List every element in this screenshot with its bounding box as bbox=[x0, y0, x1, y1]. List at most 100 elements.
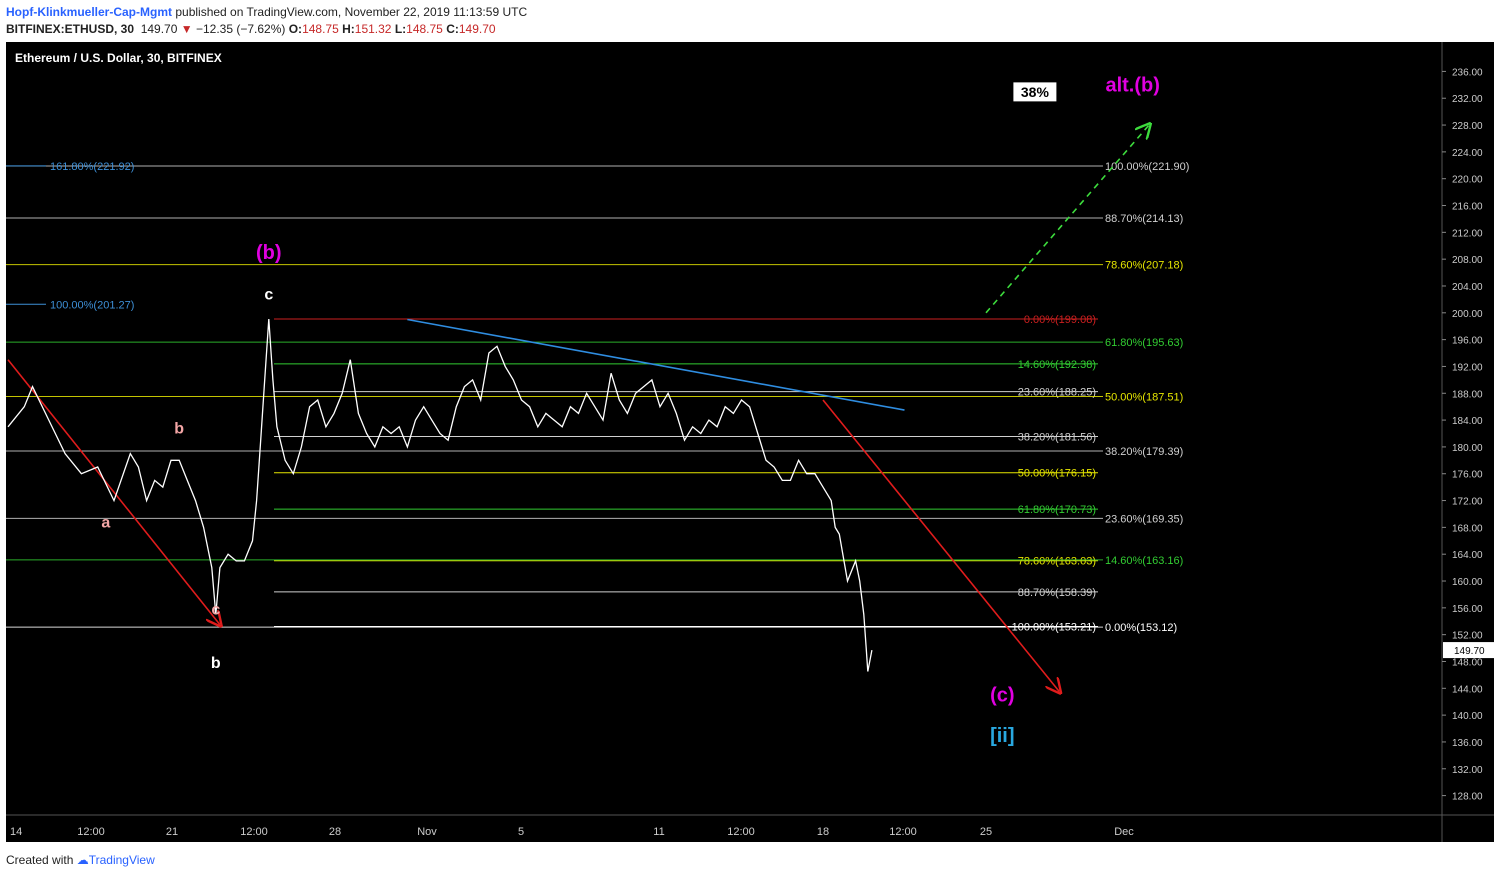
fib-a-level-label: 50.00%(176.15) bbox=[1018, 468, 1096, 480]
fib-b-level-label: 78.60%(207.18) bbox=[1105, 260, 1183, 272]
time-tick-label: 14 bbox=[10, 826, 22, 838]
open-label: O: bbox=[288, 22, 303, 36]
price-tick-label: 168.00 bbox=[1452, 523, 1483, 534]
price-change: −12.35 (−7.62%) bbox=[195, 22, 286, 36]
price-tick-label: 160.00 bbox=[1452, 577, 1483, 588]
trendline-red-down-2[interactable] bbox=[822, 399, 1059, 692]
price-tick-label: 144.00 bbox=[1452, 684, 1483, 695]
price-tick-label: 180.00 bbox=[1452, 443, 1483, 454]
fib-a-level-label: 38.20%(181.56) bbox=[1018, 431, 1096, 443]
time-tick-label: Dec bbox=[1114, 826, 1134, 838]
fib-a-level-label: 78.60%(163.03) bbox=[1018, 556, 1096, 568]
created-with-label: Created with bbox=[6, 853, 74, 867]
price-tick-label: 188.00 bbox=[1452, 389, 1483, 400]
time-tick-label: 5 bbox=[518, 826, 524, 838]
fib-b-level-label: 50.00%(187.51) bbox=[1105, 392, 1183, 404]
wave-label: alt.(b) bbox=[1105, 75, 1159, 97]
tradingview-brand-link[interactable]: TradingView bbox=[88, 853, 155, 867]
fib-a-level-label: 14.60%(192.38) bbox=[1018, 359, 1096, 371]
price-axis-background bbox=[1442, 42, 1494, 815]
wave-label: c bbox=[264, 286, 273, 303]
fib-b-level-label: 0.00%(153.12) bbox=[1105, 622, 1177, 634]
price-tick-label: 196.00 bbox=[1452, 336, 1483, 347]
footer: Created with ☁TradingView bbox=[6, 853, 155, 867]
fib-b-level-label: 38.20%(179.39) bbox=[1105, 446, 1183, 458]
fib-b-level-label: 88.70%(214.13) bbox=[1105, 213, 1183, 225]
open-value: 148.75 bbox=[302, 22, 339, 36]
chart-title: Ethereum / U.S. Dollar, 30, BITFINEX bbox=[15, 51, 222, 65]
fib-a-level-label: 0.00%(199.08) bbox=[1024, 314, 1096, 326]
price-tick-label: 200.00 bbox=[1452, 309, 1483, 320]
down-triangle-icon: ▼ bbox=[180, 22, 193, 36]
price-tick-label: 232.00 bbox=[1452, 94, 1483, 105]
last-price-flag-label: 149.70 bbox=[1454, 646, 1485, 657]
last-price-flag bbox=[1443, 642, 1494, 659]
fib-a-level-label: 23.60%(188.25) bbox=[1018, 387, 1096, 399]
fib-b-level-label: 100.00%(221.90) bbox=[1105, 161, 1189, 173]
time-tick-label: 12:00 bbox=[889, 826, 917, 838]
time-axis-background bbox=[6, 815, 1494, 842]
low-label: L: bbox=[394, 22, 407, 36]
time-tick-label: 18 bbox=[817, 826, 829, 838]
price-tick-label: 128.00 bbox=[1452, 792, 1483, 803]
price-tick-label: 192.00 bbox=[1452, 362, 1483, 373]
time-tick-label: 28 bbox=[329, 826, 341, 838]
trendline-blue-resistance[interactable] bbox=[407, 318, 905, 411]
wave-label: c bbox=[211, 602, 220, 619]
wave-label: b bbox=[174, 421, 184, 438]
publish-info: published on TradingView.com, November 2… bbox=[175, 5, 528, 19]
tradingview-logo-icon: ☁ bbox=[76, 853, 89, 867]
low-value: 148.75 bbox=[406, 22, 443, 36]
last-price: 149.70 bbox=[140, 22, 178, 36]
time-tick-label: 12:00 bbox=[240, 826, 268, 838]
close-value: 149.70 bbox=[458, 22, 496, 36]
time-tick-label: 11 bbox=[653, 826, 664, 838]
price-tick-label: 156.00 bbox=[1452, 604, 1483, 615]
fib-left-level-label: 100.00%(201.27) bbox=[50, 299, 134, 311]
time-tick-label: 12:00 bbox=[727, 826, 755, 838]
price-tick-label: 148.00 bbox=[1452, 657, 1483, 668]
price-tick-label: 204.00 bbox=[1452, 282, 1483, 293]
plot-background bbox=[6, 42, 1442, 815]
time-tick-label: 12:00 bbox=[77, 826, 105, 838]
ohlc-header: BITFINEX:ETHUSD, 30 149.70 ▼ −12.35 (−7.… bbox=[6, 22, 496, 36]
price-tick-label: 132.00 bbox=[1452, 765, 1483, 776]
price-tick-label: 212.00 bbox=[1452, 228, 1483, 239]
high-label: H: bbox=[342, 22, 355, 36]
price-tick-label: 176.00 bbox=[1452, 470, 1483, 481]
price-tick-label: 216.00 bbox=[1452, 202, 1483, 213]
symbol-label: BITFINEX:ETHUSD, 30 bbox=[6, 22, 135, 36]
price-series-line bbox=[7, 318, 873, 672]
trendline-red-down-1[interactable] bbox=[7, 359, 220, 625]
price-tick-label: 220.00 bbox=[1452, 175, 1483, 186]
fib-b-level-label: 23.60%(169.35) bbox=[1105, 513, 1183, 525]
wave-label: (c) bbox=[990, 685, 1014, 707]
wave-label: (b) bbox=[256, 242, 282, 264]
wave-label: a bbox=[101, 514, 110, 531]
wave-label: [ii] bbox=[990, 725, 1014, 747]
trendline-green-alt-b[interactable] bbox=[985, 125, 1149, 314]
publish-header: Hopf-Klinkmueller-Cap-Mgmt published on … bbox=[6, 5, 527, 19]
time-tick-label: 21 bbox=[166, 826, 178, 838]
percent-badge: 38% bbox=[1021, 84, 1050, 100]
price-tick-label: 236.00 bbox=[1452, 67, 1483, 78]
fib-b-level-label: 14.60%(163.16) bbox=[1105, 555, 1183, 567]
price-tick-label: 164.00 bbox=[1452, 550, 1483, 561]
price-tick-label: 208.00 bbox=[1452, 255, 1483, 266]
author-link[interactable]: Hopf-Klinkmueller-Cap-Mgmt bbox=[6, 5, 172, 19]
price-tick-label: 184.00 bbox=[1452, 416, 1483, 427]
close-label: C: bbox=[446, 22, 459, 36]
fib-a-level-label: 88.70%(158.39) bbox=[1018, 587, 1096, 599]
price-tick-label: 228.00 bbox=[1452, 121, 1483, 132]
price-tick-label: 140.00 bbox=[1452, 711, 1483, 722]
price-tick-label: 224.00 bbox=[1452, 148, 1483, 159]
high-value: 151.32 bbox=[354, 22, 392, 36]
price-tick-label: 152.00 bbox=[1452, 631, 1483, 642]
price-chart[interactable]: 0.00%(199.08) 14.60%(192.38) 23.60%(188.25… bbox=[6, 42, 1494, 842]
time-tick-label: Nov bbox=[417, 826, 437, 838]
fib-a-level-label: 61.80%(170.73) bbox=[1018, 504, 1096, 516]
time-tick-label: 25 bbox=[980, 826, 992, 838]
wave-label: b bbox=[211, 655, 221, 672]
fib-left-level-label: 161.80%(221.92) bbox=[50, 161, 134, 173]
price-tick-label: 172.00 bbox=[1452, 497, 1483, 508]
